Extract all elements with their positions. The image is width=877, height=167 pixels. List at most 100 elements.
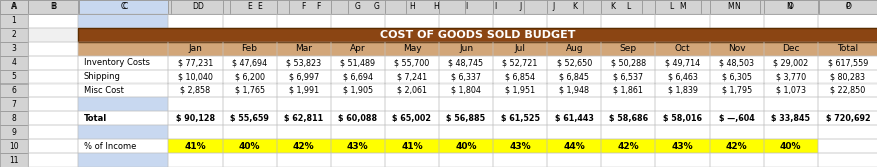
Bar — [230, 0, 289, 14]
Bar — [28, 70, 78, 84]
Bar — [0, 0, 28, 14]
Bar — [493, 70, 546, 84]
Text: L: L — [669, 3, 673, 12]
Bar — [28, 0, 78, 14]
Text: $ 47,694: $ 47,694 — [232, 58, 267, 67]
Bar — [276, 84, 331, 97]
Text: $ 10,040: $ 10,040 — [178, 72, 212, 81]
Bar — [384, 97, 438, 111]
Text: $ 52,721: $ 52,721 — [502, 58, 538, 67]
Bar — [546, 42, 601, 56]
Text: $ 29,002: $ 29,002 — [773, 58, 808, 67]
Bar — [28, 28, 78, 42]
Bar — [709, 42, 763, 56]
Bar — [276, 97, 331, 111]
Bar — [28, 56, 78, 70]
Bar — [222, 125, 276, 139]
Text: $ 6,200: $ 6,200 — [234, 72, 264, 81]
Bar — [276, 153, 331, 167]
Bar — [493, 14, 546, 28]
Bar — [546, 56, 601, 70]
Text: $ 1,795: $ 1,795 — [721, 86, 751, 95]
Bar — [763, 70, 817, 84]
Bar — [438, 139, 493, 153]
Bar — [817, 97, 877, 111]
Bar — [655, 125, 709, 139]
Bar — [493, 84, 546, 97]
Bar — [817, 70, 877, 84]
Text: $ 61,525: $ 61,525 — [500, 114, 539, 123]
Bar — [546, 139, 601, 153]
Bar — [384, 84, 438, 97]
Bar — [817, 0, 877, 14]
Text: $ 6,337: $ 6,337 — [451, 72, 481, 81]
Text: 41%: 41% — [184, 142, 206, 151]
Bar — [276, 70, 331, 84]
Bar — [78, 0, 168, 14]
Text: 40%: 40% — [779, 142, 801, 151]
Bar — [28, 0, 79, 14]
Bar — [168, 125, 222, 139]
Bar — [79, 0, 170, 14]
Bar — [817, 125, 877, 139]
Bar — [709, 153, 763, 167]
Bar — [817, 0, 877, 14]
Bar — [493, 111, 546, 125]
Bar — [709, 111, 763, 125]
Bar — [276, 14, 331, 28]
Bar — [709, 84, 763, 97]
Bar — [331, 153, 384, 167]
Bar — [655, 42, 709, 56]
Bar — [384, 70, 438, 84]
Bar — [168, 56, 222, 70]
Text: $ 6,463: $ 6,463 — [667, 72, 696, 81]
Text: % of Income: % of Income — [83, 142, 136, 151]
Bar — [170, 0, 230, 14]
Text: $ 77,231: $ 77,231 — [178, 58, 213, 67]
Text: $ 48,745: $ 48,745 — [448, 58, 483, 67]
Bar — [709, 125, 763, 139]
Bar — [168, 42, 222, 56]
Text: $ 1,991: $ 1,991 — [289, 86, 318, 95]
Bar — [168, 42, 222, 56]
Bar — [276, 42, 331, 56]
Text: M: M — [726, 3, 733, 12]
Text: 10: 10 — [10, 142, 18, 151]
Text: $ 33,845: $ 33,845 — [770, 114, 809, 123]
Text: C: C — [122, 3, 127, 12]
Bar — [655, 84, 709, 97]
Text: COST OF GOODS SOLD BUDGET: COST OF GOODS SOLD BUDGET — [380, 30, 575, 40]
Bar — [763, 84, 817, 97]
Bar — [276, 125, 331, 139]
Bar — [817, 56, 877, 70]
Bar — [546, 0, 601, 14]
Bar — [384, 42, 438, 56]
Text: Misc Cost: Misc Cost — [83, 86, 124, 95]
Bar — [384, 56, 438, 70]
Bar — [601, 139, 655, 153]
Text: 44%: 44% — [563, 142, 584, 151]
Bar — [655, 14, 709, 28]
Text: 40%: 40% — [239, 142, 260, 151]
Bar — [331, 56, 384, 70]
Bar — [493, 97, 546, 111]
Bar — [276, 111, 331, 125]
Bar — [438, 111, 493, 125]
Bar — [655, 70, 709, 84]
Bar — [170, 0, 230, 14]
Bar — [0, 14, 28, 28]
Bar — [438, 153, 493, 167]
Text: $ 3,770: $ 3,770 — [775, 72, 805, 81]
Bar — [763, 0, 817, 14]
Text: Jun: Jun — [459, 44, 473, 53]
Bar — [347, 0, 406, 14]
Bar — [384, 0, 438, 14]
Bar — [0, 97, 28, 111]
Bar — [582, 0, 641, 14]
Bar — [0, 70, 28, 84]
Bar — [0, 84, 28, 97]
Bar — [222, 125, 276, 139]
Bar — [601, 42, 655, 56]
Bar — [331, 84, 384, 97]
Text: F: F — [316, 3, 320, 12]
